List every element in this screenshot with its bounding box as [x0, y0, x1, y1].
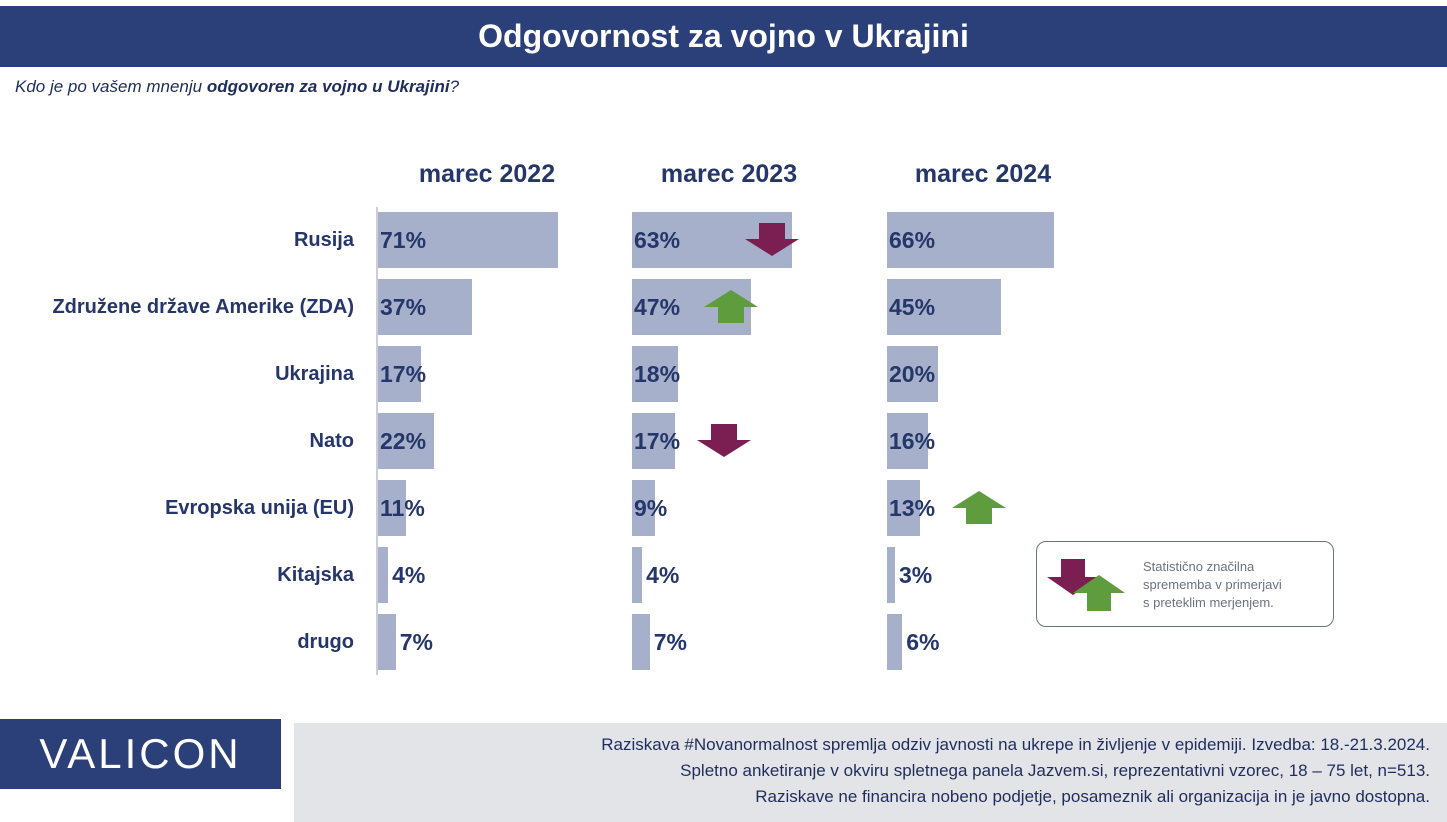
bar — [887, 614, 903, 670]
footer: Raziskava #Novanormalnost spremlja odziv… — [294, 723, 1447, 822]
bar — [887, 547, 895, 603]
data-label: 17% — [634, 428, 681, 454]
data-label: 45% — [889, 294, 936, 320]
data-label: 4% — [646, 562, 680, 588]
data-label: 3% — [899, 562, 933, 588]
category-label: Rusija — [293, 229, 354, 251]
bar — [378, 279, 472, 335]
category-label: Ukrajina — [275, 363, 354, 385]
data-label: 37% — [380, 294, 427, 320]
category-label: Združene države Amerike (ZDA) — [52, 296, 354, 318]
data-label: 17% — [380, 361, 427, 387]
bar — [632, 346, 678, 402]
bar — [887, 212, 1055, 268]
legend-arrows — [1047, 559, 1125, 611]
footer-line: Spletno anketiranje v okviru spletnega p… — [680, 761, 1430, 780]
legend-line: s preteklim merjenjem. — [1143, 595, 1274, 610]
arrow-down-icon — [744, 223, 799, 256]
bar — [887, 480, 920, 536]
question-text-pre: Kdo je po vašem mnenju — [15, 77, 207, 96]
arrow-up-icon — [952, 491, 1006, 524]
legend-text: Statistično značilna sprememba v primerj… — [1143, 558, 1328, 612]
bar — [378, 346, 422, 402]
data-label: 11% — [380, 495, 425, 521]
data-label: 7% — [653, 629, 687, 655]
logo-text: VALICON — [39, 730, 242, 777]
bar — [632, 413, 676, 469]
page-title: Odgovornost za vojno v Ukrajini — [478, 18, 969, 54]
legend-line: Statistično značilna — [1143, 559, 1255, 574]
axis-line — [376, 207, 378, 675]
data-label: 7% — [399, 629, 433, 655]
legend: Statistično značilna sprememba v primerj… — [1036, 541, 1334, 627]
category-label: drugo — [297, 631, 354, 653]
bar — [632, 614, 650, 670]
series-header: marec 2022 — [418, 160, 556, 188]
survey-question: Kdo je po vašem mnenju odgovoren za vojn… — [15, 77, 459, 97]
data-label: 71% — [380, 227, 427, 253]
question-text-post: ? — [449, 77, 460, 96]
data-label: 16% — [889, 428, 936, 454]
footer-line: Raziskava #Novanormalnost spremlja odziv… — [601, 735, 1430, 754]
legend-line: sprememba v primerjavi — [1143, 577, 1282, 592]
category-label: Evropska unija (EU) — [165, 497, 354, 519]
data-label: 63% — [634, 227, 681, 253]
data-label: 6% — [906, 629, 940, 655]
arrow-down-icon — [697, 424, 751, 457]
data-label: 9% — [634, 495, 668, 521]
data-label: 66% — [889, 227, 936, 253]
data-label: 47% — [634, 294, 681, 320]
footer-line: Raziskave ne financira nobeno podjetje, … — [755, 787, 1430, 806]
bar — [887, 346, 938, 402]
bar — [378, 413, 434, 469]
arrow-up-icon — [704, 290, 759, 323]
page-title-bar: Odgovornost za vojno v Ukrajini — [0, 6, 1447, 67]
data-label: 13% — [889, 495, 936, 521]
bar — [378, 212, 558, 268]
question-text-bold: odgovoren za vojno u Ukrajini — [206, 77, 450, 96]
bar — [887, 413, 928, 469]
data-label: 4% — [392, 562, 426, 588]
category-label: Nato — [309, 430, 354, 452]
valicon-logo: VALICON — [0, 719, 281, 789]
series-header: marec 2023 — [660, 160, 798, 188]
data-label: 18% — [634, 361, 681, 387]
bar — [378, 547, 389, 603]
bar — [887, 279, 1002, 335]
bar — [632, 547, 643, 603]
arrow-up-icon — [1073, 575, 1125, 611]
bar — [378, 480, 406, 536]
data-label: 22% — [380, 428, 427, 454]
series-header: marec 2024 — [914, 160, 1052, 188]
bar — [378, 614, 396, 670]
bar — [632, 480, 655, 536]
data-label: 20% — [889, 361, 936, 387]
category-label: Kitajska — [277, 564, 354, 586]
